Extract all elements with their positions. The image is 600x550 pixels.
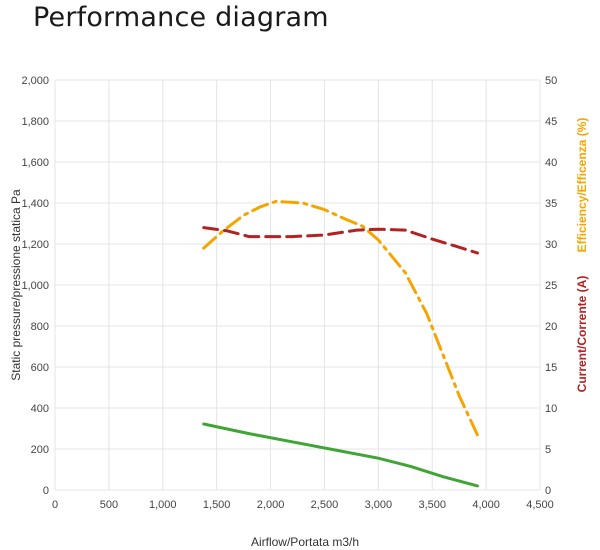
y2-tick-label: 10: [545, 403, 557, 415]
y2-tick-label: 30: [545, 239, 557, 251]
y-tick-label: 0: [43, 485, 49, 497]
x-tick-label: 2,500: [311, 499, 339, 511]
y-tick-label: 1,800: [21, 116, 49, 128]
y2-tick-label: 15: [545, 362, 557, 374]
efficiency-curve: [202, 199, 479, 437]
y-axis-title: Static pressure/pressione statica Pa: [9, 189, 23, 381]
series-layer: [202, 199, 479, 488]
x-axis-title: Airflow/Portata m3/h: [251, 535, 359, 549]
x-tick-label: 4,500: [526, 499, 554, 511]
y2-tick-label: 0: [545, 485, 551, 497]
grid-layer: [54, 79, 541, 491]
x-tick-label: 3,000: [365, 499, 393, 511]
x-tick-label: 2,000: [257, 499, 285, 511]
y-tick-label: 800: [31, 321, 49, 333]
y-tick-label: 1,600: [21, 157, 49, 169]
y2-axis-title-efficiency: Efficiency/Efficenza (%): [575, 118, 589, 253]
y2-tick-label: 50: [545, 75, 557, 87]
y2-tick-label: 5: [545, 444, 551, 456]
x-tick-label: 500: [100, 499, 118, 511]
x-tick-label: 1,500: [203, 499, 231, 511]
y2-tick-label: 25: [545, 280, 557, 292]
x-tick-label: 3,500: [418, 499, 446, 511]
y2-tick-label: 20: [545, 321, 557, 333]
page-title: Performance diagram: [33, 2, 329, 33]
y-tick-label: 400: [31, 403, 49, 415]
x-tick-label: 4,000: [472, 499, 500, 511]
y2-tick-label: 35: [545, 198, 557, 210]
y-tick-label: 1,400: [21, 198, 49, 210]
x-tick-label: 0: [52, 499, 58, 511]
y2-tick-label: 45: [545, 116, 557, 128]
y-tick-label: 2,000: [21, 75, 49, 87]
y2-axis-title-current: Current/Corrente (A): [575, 276, 589, 393]
y-tick-label: 1,000: [21, 280, 49, 292]
y-tick-label: 200: [31, 444, 49, 456]
y-tick-label: 600: [31, 362, 49, 374]
y2-tick-label: 40: [545, 157, 557, 169]
x-tick-label: 1,000: [149, 499, 177, 511]
y-tick-label: 1,200: [21, 239, 49, 251]
current-curve: [202, 226, 479, 255]
axis-layer: 0 500 1,000 1,500 2,000 2,500 3,000 3,500 4,000 4…: [21, 75, 557, 511]
pressure-curve: [202, 422, 479, 488]
